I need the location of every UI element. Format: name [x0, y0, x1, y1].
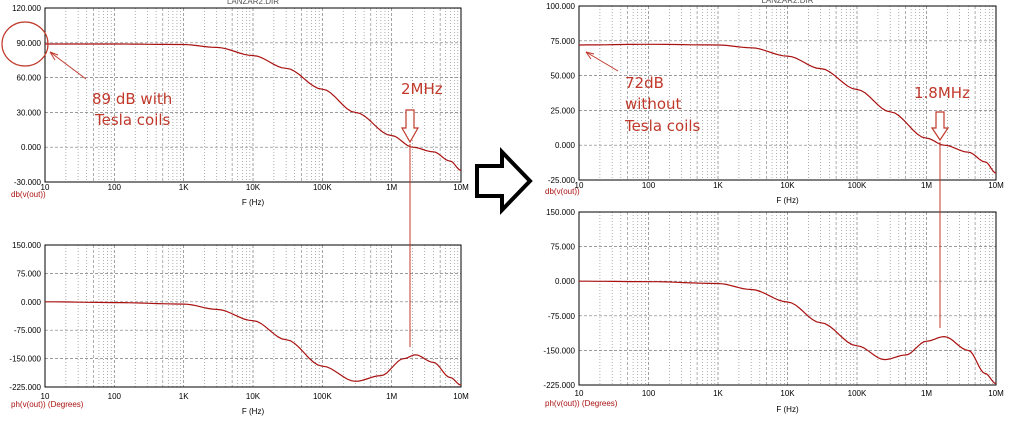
- x-tick-label: 10M: [453, 392, 469, 401]
- x-tick-label: 10: [575, 181, 584, 190]
- crossover-arrow-icon: [930, 111, 950, 142]
- x-tick-label: 10K: [780, 389, 795, 398]
- right-arrow-icon: [475, 147, 533, 215]
- left-annotations: 89 dB with Tesla coils 2MHz: [1, 21, 443, 347]
- plot-frame: [44, 7, 462, 183]
- y-tick-label: -150.000: [543, 346, 575, 355]
- x-tick-label: 100: [108, 392, 122, 401]
- plot-panel: 150.000 75.000 0.000 -75.000 -150.000 -225.00…: [9, 241, 469, 416]
- trace-label: db(v(out)): [545, 187, 580, 196]
- crossover-label: 2MHz: [401, 80, 443, 98]
- y-tick-label: 150.000: [546, 208, 575, 217]
- y-tick-label: 75.000: [551, 243, 576, 252]
- y-tick-label: -30.000: [14, 178, 42, 187]
- x-tick-label: 100K: [848, 181, 867, 190]
- right-annotations: 72dB without Tesla coils 1.8MHz: [585, 51, 970, 328]
- series-line: [578, 43, 997, 174]
- y-tick-label: 0.000: [21, 298, 42, 307]
- y-tick-label: 60.000: [17, 74, 42, 83]
- x-tick-label: 1M: [386, 183, 397, 192]
- series-line: [45, 301, 462, 386]
- y-tick-label: 0.000: [21, 143, 42, 152]
- plot-frame: [44, 244, 462, 388]
- y-tick-label: 100.000: [546, 2, 575, 11]
- peak-gain-label-line1: 89 dB with: [92, 90, 172, 108]
- x-axis-title: F (Hz): [776, 405, 799, 414]
- crossover-arrow-icon: [400, 109, 420, 144]
- y-tick-label: 0.000: [555, 141, 576, 150]
- y-tick-label: 30.000: [17, 108, 42, 117]
- x-tick-label: 1K: [713, 389, 723, 398]
- x-axis-title: F (Hz): [776, 196, 799, 205]
- peak-gain-label-line2: without: [625, 95, 682, 113]
- x-tick-label: 10K: [246, 392, 261, 401]
- plot-panel: 150.000 75.000 0.000 -75.000 -150.000 -225.00…: [543, 208, 1004, 414]
- y-tick-label: -25.000: [548, 176, 576, 185]
- peak-gain-label-line3: Tesla coils: [624, 117, 701, 135]
- y-tick-label: -75.000: [14, 326, 42, 335]
- y-tick-label: -150.000: [9, 355, 41, 364]
- x-tick-label: 10K: [246, 183, 261, 192]
- trace-label: ph(v(out)) (Degrees): [11, 400, 84, 409]
- series-line: [45, 43, 462, 171]
- y-tick-label: -225.000: [9, 383, 41, 392]
- x-tick-label: 1M: [386, 392, 397, 401]
- y-tick-label: 0.000: [555, 277, 576, 286]
- x-tick-label: 10: [575, 389, 584, 398]
- y-tick-label: 120.000: [12, 4, 41, 13]
- x-tick-label: 10M: [988, 181, 1004, 190]
- x-tick-label: 1M: [921, 181, 932, 190]
- plot-frame: [578, 5, 997, 181]
- y-tick-label: 75.000: [17, 269, 42, 278]
- x-tick-label: 10: [41, 183, 50, 192]
- x-tick-label: 1M: [921, 389, 932, 398]
- y-tick-label: -225.000: [543, 381, 575, 390]
- y-tick-label: 150.000: [12, 241, 41, 250]
- x-tick-label: 1K: [179, 392, 189, 401]
- plot-frame: [578, 211, 997, 386]
- x-axis-title: F (Hz): [242, 407, 265, 416]
- x-tick-label: 1K: [713, 181, 723, 190]
- x-tick-label: 1K: [179, 183, 189, 192]
- x-tick-label: 10K: [780, 181, 795, 190]
- crossover-label: 1.8MHz: [914, 84, 970, 102]
- y-tick-label: -75.000: [548, 312, 576, 321]
- x-tick-label: 100: [108, 183, 122, 192]
- x-tick-label: 100: [642, 181, 656, 190]
- y-tick-label: 50.000: [551, 72, 576, 81]
- y-tick-label: 25.000: [551, 106, 576, 115]
- trace-label: db(v(out)): [11, 190, 46, 199]
- peak-gain-label-line2: Tesla coils: [94, 111, 171, 129]
- x-axis-title: F (Hz): [242, 198, 265, 207]
- x-tick-label: 10M: [988, 389, 1004, 398]
- plot-title: LANZAR2.DIR: [761, 0, 813, 5]
- series-line: [579, 280, 997, 385]
- peak-gain-circle: [1, 21, 49, 67]
- x-tick-label: 100K: [313, 392, 332, 401]
- x-tick-label: 100: [642, 389, 656, 398]
- x-tick-label: 100K: [313, 183, 332, 192]
- x-tick-label: 10M: [453, 183, 469, 192]
- trace-label: ph(v(out)) (Degrees): [545, 399, 618, 408]
- x-tick-label: 10: [41, 392, 50, 401]
- x-tick-label: 100K: [848, 389, 867, 398]
- y-tick-label: 75.000: [551, 37, 576, 46]
- plot-title: LANZAR2.DIR: [227, 0, 279, 6]
- y-tick-label: 90.000: [17, 39, 42, 48]
- peak-gain-label-line1: 72dB: [625, 74, 664, 92]
